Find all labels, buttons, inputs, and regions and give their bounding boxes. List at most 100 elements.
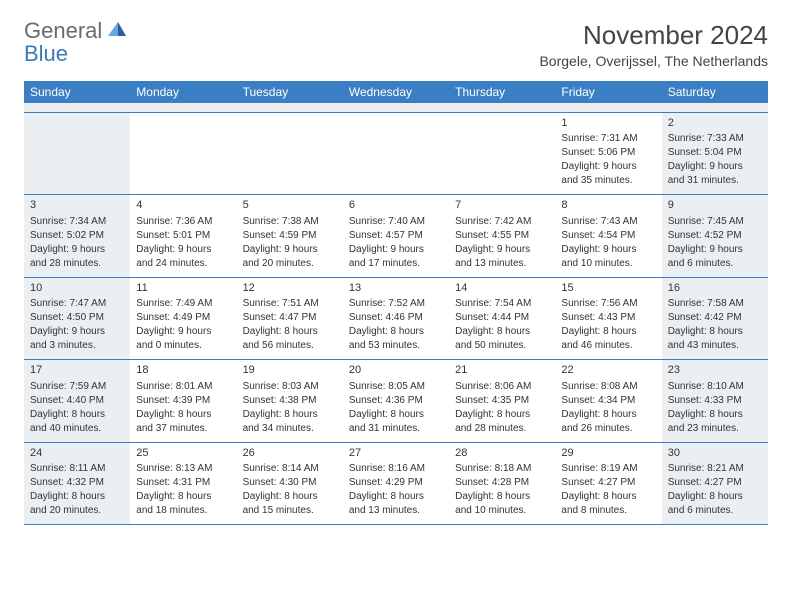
- day-cell: 16Sunrise: 7:58 AMSunset: 4:42 PMDayligh…: [662, 278, 768, 359]
- day-daylight1: Daylight: 8 hours: [455, 325, 549, 339]
- location-subtitle: Borgele, Overijssel, The Netherlands: [539, 53, 768, 69]
- day-number: 7: [455, 198, 549, 213]
- day-sunset: Sunset: 4:42 PM: [668, 311, 762, 325]
- day-daylight1: Daylight: 9 hours: [668, 160, 762, 174]
- day-cell: 3Sunrise: 7:34 AMSunset: 5:02 PMDaylight…: [24, 195, 130, 276]
- day-number: 24: [30, 446, 124, 461]
- day-cell: [449, 113, 555, 194]
- day-sunrise: Sunrise: 7:40 AM: [349, 215, 443, 229]
- day-sunset: Sunset: 4:59 PM: [243, 229, 337, 243]
- day-sunset: Sunset: 4:28 PM: [455, 476, 549, 490]
- day-daylight1: Daylight: 8 hours: [349, 408, 443, 422]
- day-sunrise: Sunrise: 7:47 AM: [30, 297, 124, 311]
- day-cell: 9Sunrise: 7:45 AMSunset: 4:52 PMDaylight…: [662, 195, 768, 276]
- day-number: 19: [243, 363, 337, 378]
- day-cell: 8Sunrise: 7:43 AMSunset: 4:54 PMDaylight…: [555, 195, 661, 276]
- title-block: November 2024 Borgele, Overijssel, The N…: [539, 20, 768, 69]
- day-daylight1: Daylight: 8 hours: [668, 325, 762, 339]
- day-sunset: Sunset: 4:44 PM: [455, 311, 549, 325]
- day-daylight2: and 50 minutes.: [455, 339, 549, 353]
- day-cell: 2Sunrise: 7:33 AMSunset: 5:04 PMDaylight…: [662, 113, 768, 194]
- day-number: 9: [668, 198, 762, 213]
- day-daylight2: and 28 minutes.: [30, 257, 124, 271]
- day-sunrise: Sunrise: 7:31 AM: [561, 132, 655, 146]
- day-cell: 5Sunrise: 7:38 AMSunset: 4:59 PMDaylight…: [237, 195, 343, 276]
- day-cell: 27Sunrise: 8:16 AMSunset: 4:29 PMDayligh…: [343, 443, 449, 524]
- day-daylight2: and 40 minutes.: [30, 422, 124, 436]
- day-sunrise: Sunrise: 7:59 AM: [30, 380, 124, 394]
- day-sunrise: Sunrise: 8:14 AM: [243, 462, 337, 476]
- day-sunset: Sunset: 4:30 PM: [243, 476, 337, 490]
- day-daylight1: Daylight: 9 hours: [30, 325, 124, 339]
- day-sunset: Sunset: 4:32 PM: [30, 476, 124, 490]
- day-sunrise: Sunrise: 7:45 AM: [668, 215, 762, 229]
- day-number: 27: [349, 446, 443, 461]
- day-daylight1: Daylight: 8 hours: [349, 490, 443, 504]
- day-sunset: Sunset: 4:39 PM: [136, 394, 230, 408]
- day-sunset: Sunset: 5:01 PM: [136, 229, 230, 243]
- day-cell: 7Sunrise: 7:42 AMSunset: 4:55 PMDaylight…: [449, 195, 555, 276]
- day-cell: 14Sunrise: 7:54 AMSunset: 4:44 PMDayligh…: [449, 278, 555, 359]
- day-sunrise: Sunrise: 8:01 AM: [136, 380, 230, 394]
- day-cell: 15Sunrise: 7:56 AMSunset: 4:43 PMDayligh…: [555, 278, 661, 359]
- day-cell: 30Sunrise: 8:21 AMSunset: 4:27 PMDayligh…: [662, 443, 768, 524]
- day-daylight2: and 24 minutes.: [136, 257, 230, 271]
- day-daylight1: Daylight: 8 hours: [455, 408, 549, 422]
- day-sunrise: Sunrise: 7:38 AM: [243, 215, 337, 229]
- day-cell: 22Sunrise: 8:08 AMSunset: 4:34 PMDayligh…: [555, 360, 661, 441]
- day-sunset: Sunset: 4:40 PM: [30, 394, 124, 408]
- day-sunrise: Sunrise: 7:34 AM: [30, 215, 124, 229]
- day-cell: 28Sunrise: 8:18 AMSunset: 4:28 PMDayligh…: [449, 443, 555, 524]
- day-daylight1: Daylight: 8 hours: [136, 408, 230, 422]
- day-daylight1: Daylight: 9 hours: [668, 243, 762, 257]
- day-sunrise: Sunrise: 7:33 AM: [668, 132, 762, 146]
- weekday-cell: Tuesday: [237, 81, 343, 103]
- day-daylight1: Daylight: 8 hours: [30, 490, 124, 504]
- day-daylight2: and 6 minutes.: [668, 504, 762, 518]
- day-cell: [237, 113, 343, 194]
- day-daylight2: and 0 minutes.: [136, 339, 230, 353]
- day-sunset: Sunset: 5:04 PM: [668, 146, 762, 160]
- day-sunset: Sunset: 4:33 PM: [668, 394, 762, 408]
- day-sunrise: Sunrise: 7:51 AM: [243, 297, 337, 311]
- gap-row: [24, 103, 768, 113]
- day-cell: [24, 113, 130, 194]
- day-sunset: Sunset: 4:27 PM: [561, 476, 655, 490]
- day-sunset: Sunset: 4:55 PM: [455, 229, 549, 243]
- week-row: 3Sunrise: 7:34 AMSunset: 5:02 PMDaylight…: [24, 195, 768, 277]
- day-sunrise: Sunrise: 7:56 AM: [561, 297, 655, 311]
- day-daylight1: Daylight: 9 hours: [243, 243, 337, 257]
- day-sunrise: Sunrise: 8:18 AM: [455, 462, 549, 476]
- day-cell: 20Sunrise: 8:05 AMSunset: 4:36 PMDayligh…: [343, 360, 449, 441]
- day-cell: 25Sunrise: 8:13 AMSunset: 4:31 PMDayligh…: [130, 443, 236, 524]
- day-sunrise: Sunrise: 8:08 AM: [561, 380, 655, 394]
- day-daylight1: Daylight: 9 hours: [349, 243, 443, 257]
- day-sunrise: Sunrise: 8:21 AM: [668, 462, 762, 476]
- logo-general: General: [24, 18, 102, 43]
- weeks-container: 1Sunrise: 7:31 AMSunset: 5:06 PMDaylight…: [24, 113, 768, 525]
- day-number: 22: [561, 363, 655, 378]
- day-number: 20: [349, 363, 443, 378]
- day-daylight1: Daylight: 8 hours: [561, 325, 655, 339]
- day-sunrise: Sunrise: 8:10 AM: [668, 380, 762, 394]
- week-row: 1Sunrise: 7:31 AMSunset: 5:06 PMDaylight…: [24, 113, 768, 195]
- day-daylight2: and 53 minutes.: [349, 339, 443, 353]
- day-number: 2: [668, 116, 762, 131]
- weekday-cell: Thursday: [449, 81, 555, 103]
- day-cell: [130, 113, 236, 194]
- day-daylight1: Daylight: 8 hours: [668, 490, 762, 504]
- day-number: 21: [455, 363, 549, 378]
- day-daylight1: Daylight: 9 hours: [455, 243, 549, 257]
- day-daylight1: Daylight: 8 hours: [561, 490, 655, 504]
- day-sunrise: Sunrise: 8:05 AM: [349, 380, 443, 394]
- day-daylight2: and 37 minutes.: [136, 422, 230, 436]
- day-cell: 13Sunrise: 7:52 AMSunset: 4:46 PMDayligh…: [343, 278, 449, 359]
- weekday-cell: Friday: [555, 81, 661, 103]
- day-daylight1: Daylight: 8 hours: [561, 408, 655, 422]
- day-number: 11: [136, 281, 230, 296]
- day-number: 16: [668, 281, 762, 296]
- day-number: 17: [30, 363, 124, 378]
- day-sunrise: Sunrise: 7:52 AM: [349, 297, 443, 311]
- day-sunset: Sunset: 4:31 PM: [136, 476, 230, 490]
- day-daylight1: Daylight: 8 hours: [30, 408, 124, 422]
